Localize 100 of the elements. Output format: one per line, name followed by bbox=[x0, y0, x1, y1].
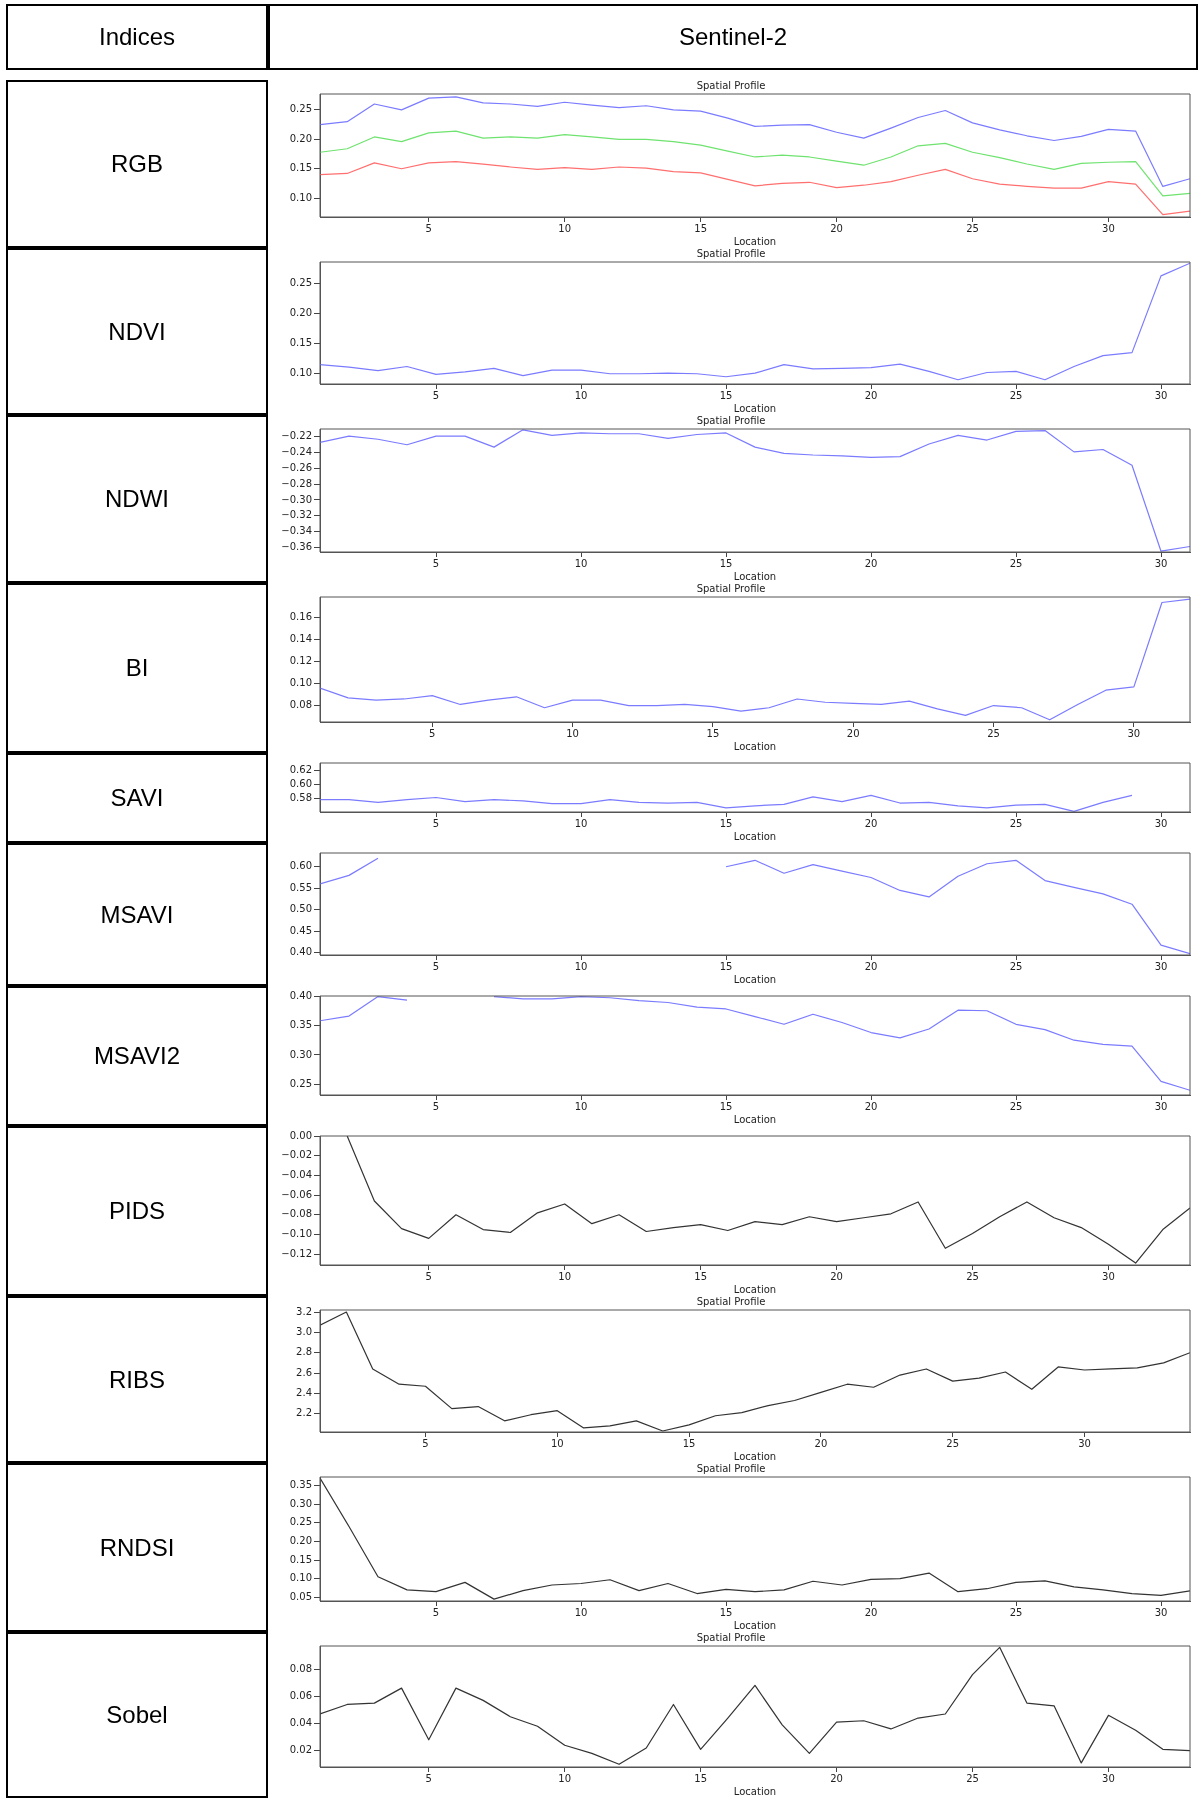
x-tick-label: 10 bbox=[574, 389, 588, 401]
x-tick-label: 20 bbox=[864, 1606, 878, 1618]
x-tick-label: 20 bbox=[864, 1100, 878, 1112]
x-tick-label: 10 bbox=[574, 960, 588, 972]
x-tick-label: 15 bbox=[719, 817, 733, 829]
x-tick-label: 25 bbox=[1009, 817, 1023, 829]
text: Sobel bbox=[6, 1632, 268, 1798]
y-tick-label: 0.25 bbox=[289, 276, 312, 288]
x-tick-label: 20 bbox=[830, 1772, 843, 1784]
x-tick-label: 25 bbox=[966, 222, 979, 234]
x-tick-label: 25 bbox=[946, 1437, 960, 1449]
y-tick-label: −0.22 bbox=[281, 430, 312, 442]
y-tick-label: 0.55 bbox=[289, 881, 312, 893]
text: Indices bbox=[6, 4, 268, 70]
x-tick-label: 25 bbox=[966, 1270, 979, 1282]
y-tick-label: 2.4 bbox=[296, 1386, 312, 1398]
y-tick-label: −0.06 bbox=[281, 1188, 312, 1200]
x-tick-label: 5 bbox=[432, 1606, 440, 1618]
x-tick-label: 10 bbox=[574, 1606, 588, 1618]
x-tick-label: 20 bbox=[830, 222, 843, 234]
y-tick-label: 0.20 bbox=[289, 1535, 312, 1547]
text: RGB bbox=[6, 80, 268, 248]
y-tick-label: −0.12 bbox=[281, 1247, 312, 1259]
y-tick-label: 3.0 bbox=[296, 1325, 312, 1337]
chart-title: Spatial Profile bbox=[696, 247, 766, 259]
y-tick-label: 0.20 bbox=[289, 306, 312, 318]
x-tick-label: 10 bbox=[566, 727, 579, 739]
x-tick-label: 30 bbox=[1154, 389, 1168, 401]
x-tick-label: 5 bbox=[425, 1270, 432, 1282]
y-tick-label: 0.30 bbox=[289, 1497, 312, 1509]
y-tick-label: −0.10 bbox=[281, 1228, 312, 1240]
x-tick-label: 30 bbox=[1154, 1100, 1168, 1112]
y-tick-label: 0.25 bbox=[289, 1516, 312, 1528]
y-tick-label: 0.58 bbox=[289, 791, 312, 803]
x-tick-label: 15 bbox=[719, 960, 733, 972]
x-tick-label: 30 bbox=[1102, 1772, 1115, 1784]
x-axis-title: Location bbox=[733, 1113, 777, 1125]
x-tick-label: 25 bbox=[1009, 1100, 1023, 1112]
x-tick-label: 10 bbox=[550, 1437, 564, 1449]
y-tick-label: 0.25 bbox=[289, 1077, 312, 1089]
x-axis-title: Location bbox=[733, 570, 777, 582]
x-tick-label: 15 bbox=[694, 222, 707, 234]
x-tick-label: 5 bbox=[432, 817, 440, 829]
chart-title: Spatial Profile bbox=[696, 79, 766, 91]
y-tick-label: −0.28 bbox=[281, 477, 312, 489]
y-tick-label: −0.30 bbox=[281, 493, 312, 505]
y-tick-label: 0.15 bbox=[289, 1553, 312, 1565]
x-axis-title: Location bbox=[733, 1283, 777, 1295]
chart-title: Spatial Profile bbox=[696, 414, 766, 426]
y-tick-label: −0.26 bbox=[281, 462, 312, 474]
text: Sentinel-2 bbox=[268, 4, 1198, 70]
y-tick-label: 0.50 bbox=[289, 903, 312, 915]
x-tick-label: 5 bbox=[432, 960, 440, 972]
x-tick-label: 25 bbox=[1009, 960, 1023, 972]
x-tick-label: 25 bbox=[1009, 389, 1023, 401]
y-tick-label: −0.02 bbox=[281, 1149, 312, 1161]
y-tick-label: 0.08 bbox=[289, 699, 312, 711]
x-axis-title: Location bbox=[733, 973, 777, 985]
x-tick-label: 20 bbox=[864, 817, 878, 829]
x-tick-label: 30 bbox=[1154, 817, 1168, 829]
x-tick-label: 30 bbox=[1102, 1270, 1115, 1282]
y-tick-label: 0.08 bbox=[289, 1662, 312, 1674]
x-tick-label: 25 bbox=[1009, 1606, 1023, 1618]
y-tick-label: 0.05 bbox=[289, 1590, 312, 1602]
x-tick-label: 25 bbox=[987, 727, 1000, 739]
x-tick-label: 5 bbox=[425, 1772, 432, 1784]
y-tick-label: 0.15 bbox=[289, 337, 312, 349]
text: RIBS bbox=[6, 1296, 268, 1463]
y-tick-label: 0.10 bbox=[289, 367, 312, 379]
x-tick-label: 20 bbox=[814, 1437, 828, 1449]
y-tick-label: 0.06 bbox=[289, 1689, 312, 1701]
x-tick-label: 30 bbox=[1154, 960, 1168, 972]
y-tick-label: 0.14 bbox=[289, 633, 312, 645]
x-tick-label: 15 bbox=[719, 557, 733, 569]
y-tick-label: 0.40 bbox=[289, 989, 312, 1001]
text: NDVI bbox=[6, 248, 268, 415]
x-tick-label: 5 bbox=[432, 557, 440, 569]
x-tick-label: 15 bbox=[682, 1437, 696, 1449]
x-tick-label: 20 bbox=[864, 960, 878, 972]
y-tick-label: −0.34 bbox=[281, 525, 312, 537]
y-tick-label: −0.24 bbox=[281, 446, 312, 458]
y-tick-label: 0.60 bbox=[289, 777, 312, 789]
y-tick-label: −0.04 bbox=[281, 1168, 312, 1180]
x-tick-label: 10 bbox=[574, 557, 588, 569]
x-tick-label: 15 bbox=[694, 1772, 707, 1784]
chart-title: Spatial Profile bbox=[696, 582, 766, 594]
text: SAVI bbox=[6, 753, 268, 843]
chart-title: Spatial Profile bbox=[696, 1295, 766, 1307]
x-tick-label: 15 bbox=[706, 727, 720, 739]
y-tick-label: 0.20 bbox=[289, 132, 312, 144]
x-axis-title: Location bbox=[733, 1619, 777, 1631]
text: MSAVI2 bbox=[6, 986, 268, 1126]
y-tick-label: 0.00 bbox=[289, 1129, 312, 1141]
text: MSAVI bbox=[6, 843, 268, 986]
chart-title: Spatial Profile bbox=[696, 1631, 766, 1643]
y-tick-label: −0.32 bbox=[281, 509, 312, 521]
x-tick-label: 30 bbox=[1102, 222, 1115, 234]
x-tick-label: 30 bbox=[1154, 557, 1168, 569]
y-tick-label: 0.10 bbox=[289, 1572, 312, 1584]
x-tick-label: 30 bbox=[1078, 1437, 1091, 1449]
